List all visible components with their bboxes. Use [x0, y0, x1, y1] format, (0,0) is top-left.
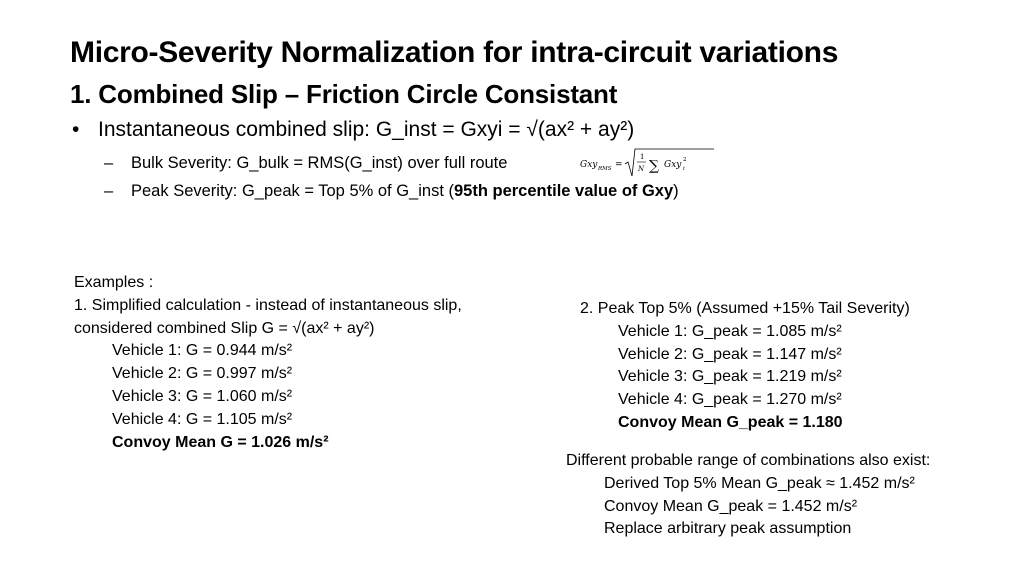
sub-bullet-bulk-severity: – Bulk Severity: G_bulk = RMS(G_inst) ove… — [104, 154, 507, 173]
vehicle-g-row: Vehicle 3: G = 1.060 m/s² — [112, 387, 293, 405]
vehicle-g-row: Vehicle 4: G = 1.105 m/s² — [112, 410, 293, 428]
examples-line: 1. Simplified calculation - instead of i… — [74, 296, 462, 314]
range-block: Different probable range of combinations… — [566, 450, 930, 541]
formula-term-sup: 2 — [683, 157, 687, 163]
formula-term-sub: i — [683, 166, 685, 172]
sub-bullet-text-end: ) — [673, 182, 679, 200]
sub-bullet-text: Peak Severity: G_peak = Top 5% of G_inst… — [131, 182, 454, 200]
formula-term: Gxy — [664, 160, 682, 170]
sub-bullet-text: Bulk Severity: G_bulk = RMS(G_inst) over… — [131, 154, 508, 172]
range-heading: Different probable range of combinations… — [566, 452, 931, 469]
sqrt-sign — [624, 148, 714, 177]
range-line: Replace arbitrary peak assumption — [604, 520, 852, 538]
formula-sum: ∑ — [649, 158, 659, 174]
examples-block: Examples : 1. Simplified calculation - i… — [74, 272, 462, 454]
examples-heading: Examples : — [74, 274, 154, 291]
peak-block: 2. Peak Top 5% (Assumed +15% Tail Severi… — [580, 298, 910, 435]
bullet-combined-slip: • Instantaneous combined slip: G_inst = G… — [72, 118, 634, 142]
sub-bullet-bold-text: 95th percentile value of Gxy — [454, 182, 674, 200]
formula-frac-den: N — [637, 165, 645, 173]
bullet-text: Instantaneous combined slip: G_inst = Gx… — [98, 118, 635, 141]
examples-line: considered combined Slip G = √(ax² + ay²… — [74, 319, 375, 337]
slide-title: Micro-Severity Normalization for intra-c… — [70, 36, 839, 69]
formula-frac-num: 1 — [640, 153, 644, 161]
slide-subtitle: 1. Combined Slip – Friction Circle Consi… — [70, 79, 618, 109]
convoy-mean-g-peak: Convoy Mean G_peak = 1.180 — [618, 413, 843, 431]
vehicle-g-peak-row: Vehicle 2: G_peak = 1.147 m/s² — [618, 345, 842, 363]
vehicle-g-peak-row: Vehicle 3: G_peak = 1.219 m/s² — [618, 368, 842, 386]
vehicle-g-peak-row: Vehicle 1: G_peak = 1.085 m/s² — [618, 322, 842, 340]
formula-lhs: Gxy — [580, 160, 598, 170]
vehicle-g-row: Vehicle 1: G = 0.944 m/s² — [112, 342, 293, 360]
range-line: Convoy Mean G_peak = 1.452 m/s² — [604, 497, 858, 515]
formula-lhs-sub: RMS — [597, 166, 612, 172]
vehicle-g-peak-row: Vehicle 4: G_peak = 1.270 m/s² — [618, 391, 842, 409]
sub-bullet-peak-severity: – Peak Severity: G_peak = Top 5% of G_ins… — [104, 182, 679, 201]
sub-bullet-dash: – — [104, 154, 114, 172]
sub-bullet-dash: – — [104, 182, 114, 200]
range-line: Derived Top 5% Mean G_peak ≈ 1.452 m/s² — [604, 474, 915, 492]
rms-formula-image: Gxy RMS = 1 N ∑ Gxy i 2 — [580, 148, 714, 177]
convoy-mean-g: Convoy Mean G = 1.026 m/s² — [112, 433, 329, 451]
vehicle-g-row: Vehicle 2: G = 0.997 m/s² — [112, 365, 293, 383]
peak-heading: 2. Peak Top 5% (Assumed +15% Tail Severi… — [580, 300, 910, 317]
bullet-dot: • — [72, 118, 80, 141]
formula-equals: = — [615, 160, 623, 170]
